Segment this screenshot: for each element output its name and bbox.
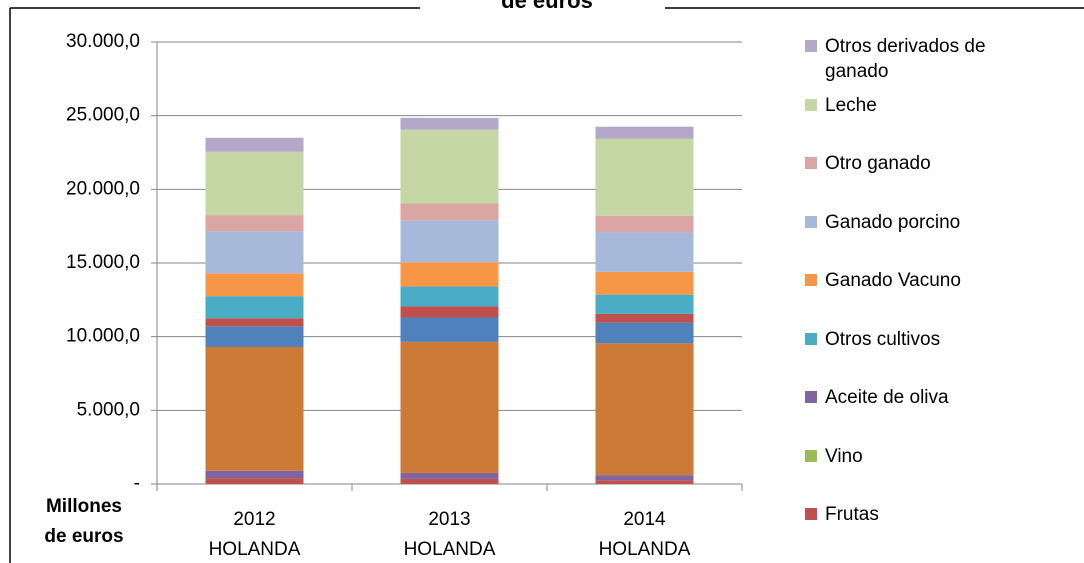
bar-segment bbox=[400, 203, 499, 221]
bar-segment bbox=[205, 273, 304, 297]
bar-segment bbox=[400, 220, 499, 263]
chart-title: de euros bbox=[501, 0, 593, 13]
x-tick-label: HOLANDA bbox=[404, 539, 496, 560]
bar-segment bbox=[400, 478, 499, 484]
legend-entry: Otros derivados de ganado bbox=[805, 34, 1045, 84]
y-tick-label: - bbox=[134, 473, 140, 494]
x-tick-label: 2014 bbox=[623, 509, 666, 530]
bar-segment bbox=[595, 294, 694, 314]
legend-swatch bbox=[805, 332, 817, 345]
legend-entry: Frutas bbox=[805, 502, 1045, 527]
bar-segment bbox=[595, 138, 694, 216]
legend-entry: Ganado porcino bbox=[805, 210, 1045, 235]
legend-label: Aceite de oliva bbox=[825, 387, 949, 408]
bar-segment bbox=[595, 480, 694, 484]
bar-segment bbox=[400, 262, 499, 287]
bar-segment bbox=[205, 296, 304, 319]
axis-label: de euros bbox=[44, 526, 123, 547]
bar-segment bbox=[595, 232, 694, 272]
axis-label: Millones bbox=[46, 496, 122, 517]
legend-entry: Otro ganado bbox=[805, 151, 1045, 176]
legend-label: Leche bbox=[825, 94, 877, 116]
legend-entry: Vino bbox=[805, 444, 1045, 469]
legend-swatch bbox=[805, 215, 817, 228]
legend-swatch bbox=[805, 40, 817, 52]
bar-segment bbox=[205, 326, 304, 347]
y-tick-label: 15.000,0 bbox=[66, 252, 140, 273]
x-tick-label: HOLANDA bbox=[209, 539, 301, 560]
legend-swatch bbox=[805, 274, 817, 286]
y-tick-label: 25.000,0 bbox=[66, 105, 140, 126]
legend-label: Frutas bbox=[825, 504, 879, 525]
bar-segment bbox=[205, 318, 304, 327]
bar-segment bbox=[595, 215, 694, 233]
legend-swatch bbox=[805, 157, 817, 169]
legend-label: Ganado Vacuno bbox=[825, 270, 961, 291]
y-tick-label: 20.000,0 bbox=[66, 178, 140, 199]
legend-entry: Leche bbox=[805, 93, 1045, 118]
legend-entry: Otros cultivos bbox=[805, 327, 1045, 352]
bar-segment bbox=[205, 346, 304, 471]
legend-label: Otros cultivos bbox=[825, 328, 941, 350]
bar-segment bbox=[400, 317, 499, 342]
bar-segment bbox=[205, 478, 304, 484]
bar-segment bbox=[205, 137, 304, 152]
x-tick-label: 2012 bbox=[233, 509, 275, 530]
y-tick-label: 5.000,0 bbox=[77, 399, 140, 420]
bar-segment bbox=[400, 306, 499, 318]
bar-segment bbox=[595, 271, 694, 295]
y-tick-label: 10.000,0 bbox=[66, 326, 140, 347]
x-tick-label: HOLANDA bbox=[599, 539, 691, 560]
legend-swatch bbox=[805, 391, 817, 403]
legend-swatch bbox=[805, 449, 817, 462]
legend-entry: Aceite de oliva bbox=[805, 385, 1045, 410]
bar-segment bbox=[400, 286, 499, 307]
bar-segment bbox=[400, 341, 499, 473]
bar-segment bbox=[595, 322, 694, 344]
y-tick-label: 30.000,0 bbox=[66, 31, 140, 52]
x-tick-label: 2013 bbox=[428, 509, 470, 530]
legend-label: Otro ganado bbox=[825, 153, 931, 174]
bar-segment bbox=[205, 215, 304, 232]
legend-swatch bbox=[805, 98, 817, 111]
bar-segment bbox=[595, 126, 694, 139]
bar-segment bbox=[205, 151, 304, 216]
bar-segment bbox=[400, 129, 499, 204]
bar-segment bbox=[205, 470, 304, 479]
bar-segment bbox=[595, 313, 694, 323]
bar-segment bbox=[595, 343, 694, 476]
legend-swatch bbox=[805, 508, 817, 520]
legend-label: Vino bbox=[825, 445, 863, 467]
legend-label: Otros derivados de ganado bbox=[825, 36, 986, 82]
bar-segment bbox=[595, 475, 694, 481]
legend-label: Ganado porcino bbox=[825, 211, 961, 233]
bar-segment bbox=[400, 117, 499, 130]
bar-segment bbox=[205, 231, 304, 274]
bar-segment bbox=[400, 472, 499, 479]
legend-entry: Ganado Vacuno bbox=[805, 268, 1045, 293]
